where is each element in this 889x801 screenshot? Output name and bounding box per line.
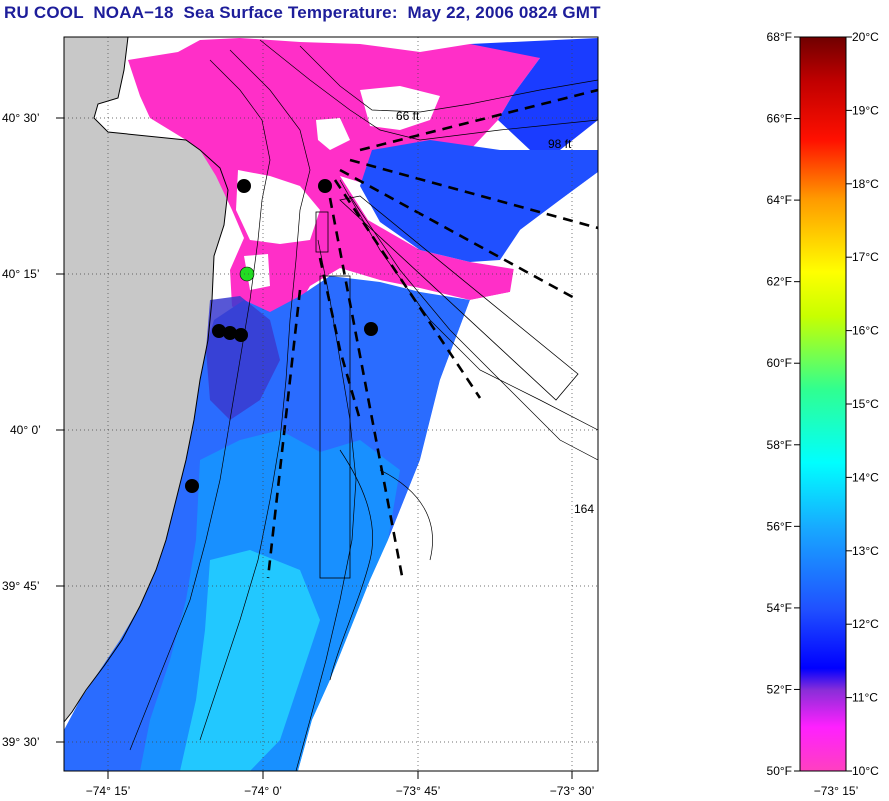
coastline: [64, 37, 229, 723]
station-marker: [185, 479, 199, 493]
lat-label: 40° 30’: [2, 111, 40, 125]
colorbar-f-label: 58°F: [767, 438, 792, 452]
colorbar-c-label: 12°C: [852, 617, 879, 631]
lat-label: 40° 0’: [10, 423, 41, 437]
colorbar-c-label: 13°C: [852, 544, 879, 558]
colorbar-f-label: 54°F: [767, 601, 792, 615]
colorbar-f-label: 52°F: [767, 682, 792, 696]
contour-label: 66 ft: [396, 109, 420, 123]
unsampled-area: [298, 172, 598, 771]
transect-lines: [266, 88, 598, 579]
frame-ticks: [56, 117, 573, 779]
lat-label: 39° 30’: [2, 735, 40, 749]
sst-warm-band: [128, 38, 540, 330]
colorbar-c-label: 20°C: [852, 30, 879, 44]
sst-offshore-blue-2: [360, 140, 598, 262]
map-border: [63, 36, 599, 772]
colorbar-f-label: 66°F: [767, 112, 792, 126]
colorbar-c-label: 14°C: [852, 470, 879, 484]
lon-label: −73° 30’: [550, 784, 595, 798]
station-marker: [237, 179, 251, 193]
colorbar-f-label: 50°F: [767, 764, 792, 778]
cloud-patch-4: [244, 254, 270, 290]
lon-label: −73° 45’: [396, 784, 441, 798]
lat-label: 39° 45’: [2, 579, 40, 593]
lat-label: 40° 15’: [2, 267, 40, 281]
cloud-patch-3: [316, 118, 350, 150]
sst-coldest-patch: [180, 550, 320, 771]
land-mass: [64, 37, 228, 722]
colorbar-c-label: 10°C: [852, 764, 879, 778]
colorbar: [799, 36, 847, 772]
colorbar-f-label: 56°F: [767, 519, 792, 533]
colorbar-celsius-axis: 20°C 19°C 18°C 17°C 16°C 15°C 14°C 13°C 12°C 11°C…: [846, 30, 879, 778]
station-markers: [185, 179, 378, 493]
colorbar-c-label: 18°C: [852, 177, 879, 191]
contour-label: 164: [574, 502, 594, 516]
colorbar-f-label: 64°F: [767, 193, 792, 207]
colorbar-f-label: 60°F: [767, 356, 792, 370]
colorbar-c-label: 16°C: [852, 324, 879, 338]
station-marker: [234, 328, 248, 342]
station-marker: [212, 324, 226, 338]
highlighted-station-marker: [239, 266, 255, 282]
cloud-patch-2: [360, 86, 440, 130]
sst-offshore-blue: [470, 38, 598, 150]
lon-label: −73° 15’: [814, 784, 859, 798]
graticule: [64, 37, 598, 771]
colorbar-f-label: 62°F: [767, 275, 792, 289]
sampling-boxes: [315, 195, 579, 579]
colorbar-f-label: 68°F: [767, 30, 792, 44]
station-marker: [223, 326, 237, 340]
colorbar-c-label: 19°C: [852, 103, 879, 117]
contour-label: 98 ft: [548, 137, 572, 151]
lon-label: −74° 0’: [244, 784, 282, 798]
station-marker: [364, 322, 378, 336]
colorbar-fahrenheit-axis: 68°F 66°F 64°F 62°F 60°F 58°F 56°F 54°F 52°F 50°F: [767, 30, 800, 778]
station-marker: [318, 179, 332, 193]
map-title: RU COOL NOAA−18 Sea Surface Temperature:…: [4, 3, 601, 22]
colorbar-c-label: 11°C: [852, 691, 878, 705]
colorbar-c-label: 17°C: [852, 250, 879, 264]
lon-label: −74° 15’: [86, 784, 131, 798]
colorbar-c-label: 15°C: [852, 397, 879, 411]
